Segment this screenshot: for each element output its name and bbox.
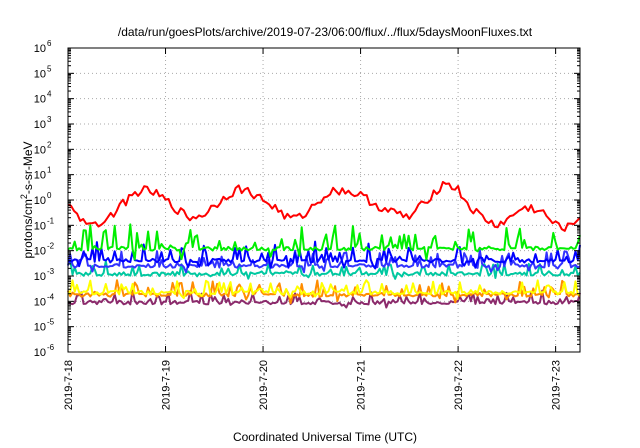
y-tick-exponent: 0	[47, 191, 52, 200]
y-tick-exponent: -1	[47, 216, 55, 225]
y-tick-label: 10	[34, 43, 46, 55]
series-line	[67, 249, 581, 274]
x-tick-label: 2019-7-20	[258, 360, 270, 410]
y-tick-label: 10	[34, 347, 46, 359]
y-tick-label: 10	[34, 195, 46, 207]
y-tick-exponent: 5	[47, 64, 52, 73]
chart-title: /data/run/goesPlots/archive/2019-07-23/0…	[118, 25, 533, 39]
series-layer	[67, 181, 581, 309]
series-line	[67, 223, 581, 261]
x-axis: 2019-7-18 2019-7-19 2019-7-20 2019-7-21 2019…	[63, 48, 563, 410]
series-line	[67, 279, 581, 300]
y-tick-exponent: -5	[47, 318, 55, 327]
grid	[67, 48, 580, 352]
y-tick-label: 10	[34, 220, 46, 232]
series-line	[67, 259, 581, 280]
y-tick-label: 10	[34, 68, 46, 80]
series-line	[67, 181, 581, 232]
y-tick-exponent: -6	[47, 343, 55, 352]
x-tick-label: 2019-7-18	[63, 360, 75, 410]
y-tick-exponent: 2	[47, 140, 52, 149]
y-tick-exponent: 1	[47, 166, 52, 175]
series-line	[67, 240, 581, 270]
y-tick-label: 10	[34, 296, 46, 308]
x-tick-label: 2019-7-23	[551, 360, 563, 410]
y-tick-label: 10	[34, 271, 46, 283]
y-tick-label: 10	[34, 94, 46, 106]
series-line	[67, 289, 581, 309]
y-tick-label: 10	[34, 170, 46, 182]
y-tick-exponent: -4	[47, 292, 55, 301]
x-tick-label: 2019-7-21	[356, 360, 368, 410]
y-tick-exponent: 4	[47, 90, 52, 99]
x-tick-label: 2019-7-19	[161, 360, 173, 410]
y-tick-exponent: 6	[47, 39, 52, 48]
y-tick-label: 10	[34, 322, 46, 334]
y-tick-exponent: -2	[47, 242, 55, 251]
y-tick-exponent: -3	[47, 267, 55, 276]
y-tick-label: 10	[34, 144, 46, 156]
y-tick-label: 10	[34, 119, 46, 131]
x-tick-label: 2019-7-22	[453, 360, 465, 410]
y-tick-exponent: 3	[47, 115, 52, 124]
y-axis: 10 -610 -510 -410 -310 -210 -110 010 110 210 310 41…	[34, 39, 580, 359]
y-tick-label: 10	[34, 246, 46, 258]
y-axis-label: protons/cm2-s-sr-MeV	[19, 141, 35, 258]
x-axis-label: Coordinated Universal Time (UTC)	[233, 430, 417, 444]
